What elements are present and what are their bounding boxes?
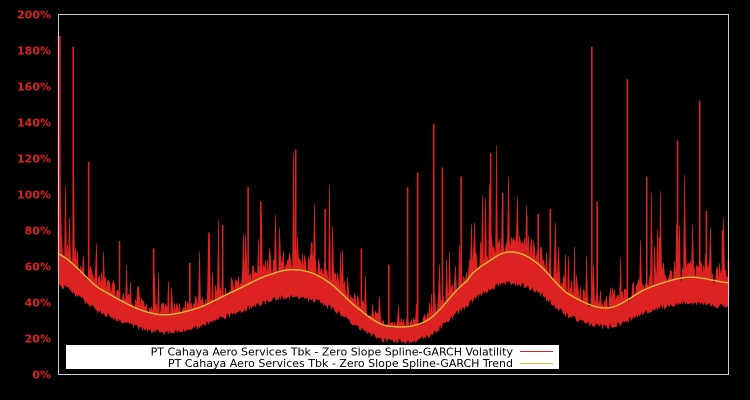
y-tick-label: 20%: [25, 333, 51, 346]
y-tick-label: 100%: [17, 189, 51, 202]
legend-label-trend: PT Cahaya Aero Services Tbk - Zero Slope…: [168, 357, 513, 370]
y-tick-label: 40%: [25, 297, 51, 310]
y-tick-label: 160%: [17, 81, 51, 94]
y-tick-label: 80%: [25, 225, 51, 238]
y-tick-label: 60%: [25, 261, 51, 274]
trend-series: [58, 251, 729, 328]
plot-frame: [58, 14, 729, 375]
y-axis: 0% 20% 40% 60% 80% 100% 120% 140% 160% 180% 200%: [17, 9, 51, 382]
legend: PT Cahaya Aero Services Tbk - Zero Slope…: [66, 345, 559, 370]
plot-area: [57, 36, 730, 345]
y-tick-label: 180%: [17, 45, 51, 58]
y-tick-label: 200%: [17, 9, 51, 22]
y-tick-label: 0%: [32, 369, 51, 382]
y-tick-label: 140%: [17, 117, 51, 130]
legend-box: [66, 345, 559, 369]
y-tick-label: 120%: [17, 153, 51, 166]
legend-label-volatility: PT Cahaya Aero Services Tbk - Zero Slope…: [151, 346, 514, 359]
